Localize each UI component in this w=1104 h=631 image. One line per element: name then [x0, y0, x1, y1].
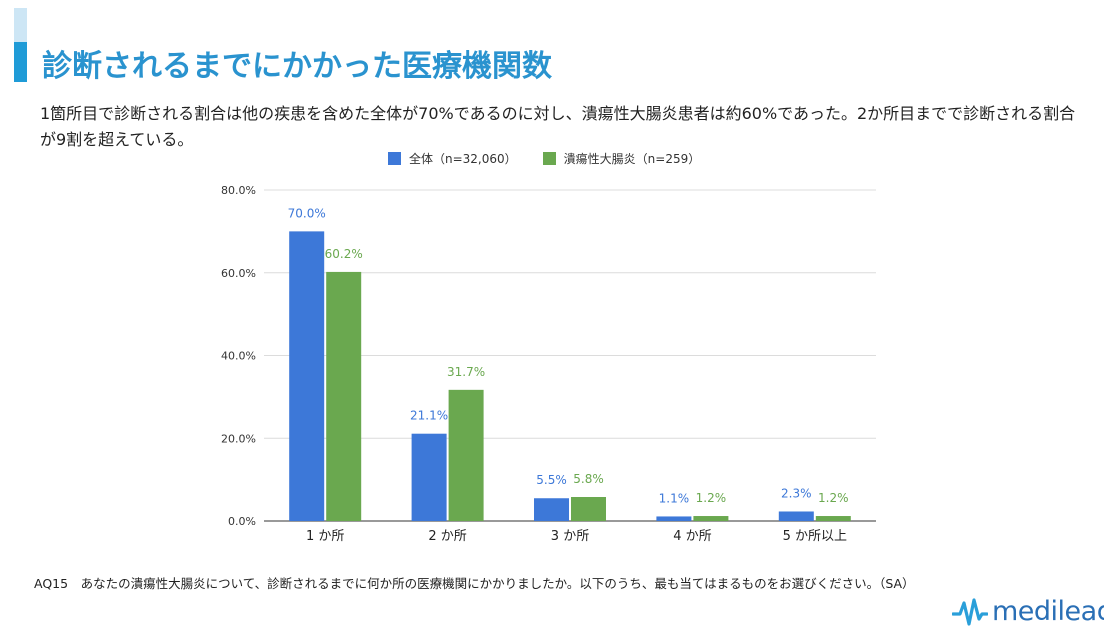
bar-uc	[693, 516, 729, 521]
legend-item-uc: 潰瘍性大腸炎（n=259）	[542, 150, 701, 167]
x-tick-label: 2 か所	[428, 529, 466, 544]
bar-chart: 0.0% 20.0% 40.0% 60.0% 80.0% 70.0% 60.2% 1 か所 21…	[221, 184, 876, 544]
y-tick-label: 0.0%	[228, 515, 256, 528]
data-label: 5.5%	[536, 473, 567, 487]
data-label: 2.3%	[781, 486, 812, 500]
bar-uc	[815, 516, 851, 521]
legend-label-all: 全体（n=32,060）	[409, 152, 517, 166]
bar-all	[656, 516, 692, 521]
legend-label-uc: 潰瘍性大腸炎（n=259）	[563, 152, 701, 166]
bar-all	[778, 511, 814, 521]
data-label: 5.8%	[573, 472, 604, 486]
bar-all	[411, 433, 447, 521]
data-label: 60.2%	[325, 247, 363, 261]
question-footnote: AQ15 あなたの潰瘍性大腸炎について、診断されるまでに何か所の医療機関にかかり…	[34, 576, 915, 591]
bar-all	[289, 231, 325, 521]
chart-legend: 全体（n=32,060） 潰瘍性大腸炎（n=259）	[388, 150, 700, 167]
page-subtitle: 1箇所目で診断される割合は他の疾患を含めた全体が70%であるのに対し、潰瘍性大腸…	[40, 104, 1076, 149]
y-tick-label: 40.0%	[221, 350, 256, 363]
bar-uc	[448, 389, 484, 521]
title-accent-light	[14, 8, 27, 42]
data-label: 70.0%	[288, 206, 326, 220]
title-accent-bar	[14, 42, 27, 82]
data-label: 1.2%	[818, 491, 849, 505]
data-label: 1.1%	[659, 491, 690, 505]
data-label: 31.7%	[447, 365, 485, 379]
pulse-logo-icon	[952, 597, 988, 626]
y-tick-label: 60.0%	[221, 267, 256, 280]
bar-uc	[571, 497, 606, 521]
medilead-logo: medilead	[952, 596, 1104, 627]
legend-swatch-all	[388, 152, 401, 165]
y-tick-label: 80.0%	[221, 184, 256, 197]
y-tick-label: 20.0%	[221, 432, 256, 445]
data-label: 1.2%	[696, 491, 727, 505]
data-label: 21.1%	[410, 409, 448, 423]
bar-all	[534, 498, 569, 521]
legend-swatch-uc	[542, 152, 556, 165]
x-tick-label: 3 か所	[551, 529, 589, 544]
legend-item-all: 全体（n=32,060）	[388, 150, 517, 167]
x-tick-label: 4 か所	[673, 529, 711, 544]
x-tick-label: 1 か所	[306, 529, 344, 544]
bar-uc	[326, 271, 362, 521]
x-tick-label: 5 か所以上	[783, 529, 847, 544]
logo-text: medilead	[992, 596, 1104, 627]
page-title: 診断されるまでにかかった医療機関数	[42, 49, 552, 84]
